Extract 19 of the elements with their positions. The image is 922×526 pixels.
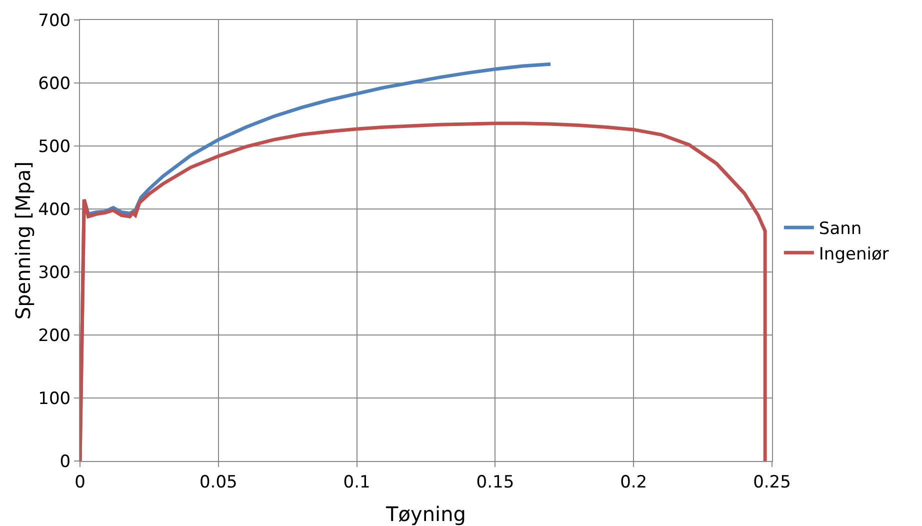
y-tick-label: 700 [38,10,71,31]
y-tick-label: 100 [38,388,71,409]
x-tick-label: 0 [74,472,86,492]
x-tick-label: 0.2 [620,472,648,492]
x-tick-label: 0.15 [476,472,514,492]
legend-label: Ingeniør [818,244,889,264]
line-series [80,122,767,461]
legend-label: Sann [818,219,862,240]
y-tick-label: 500 [38,136,71,157]
y-tick-label: 600 [38,74,71,94]
y-tick-label: 300 [38,262,71,283]
x-tick-label: 0.25 [753,472,791,492]
y-axis-title: Spenning [Mpa] [11,161,35,320]
x-tick-label: 0.05 [199,472,238,492]
y-tick-label: 400 [38,200,71,220]
y-tick-label: 0 [60,452,71,472]
x-axis-title: Tøyning [385,502,466,526]
y-tick-label: 200 [38,326,71,346]
x-tick-label: 0.1 [343,472,370,492]
